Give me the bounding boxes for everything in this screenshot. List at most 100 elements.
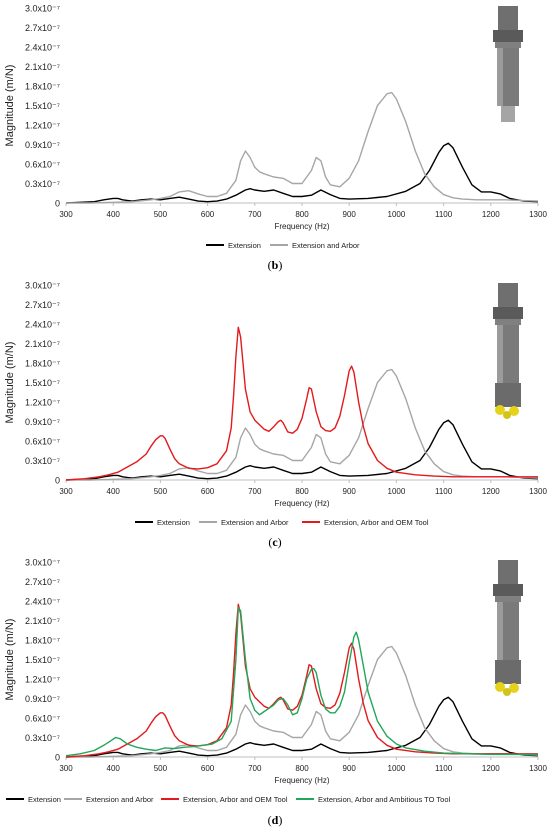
x-tick-label: 500 <box>154 487 168 496</box>
y-tick-label: 1.8x10⁻⁷ <box>25 82 60 92</box>
flange-ring <box>493 307 523 319</box>
chart-d-plot: 0 0.3x10⁻⁷ 0.6x10⁻⁷ 0.9x10⁻⁷ 1.2x10⁻⁷ 1.5x10⁻… <box>4 558 547 805</box>
extension-highlight <box>497 602 503 660</box>
y-tick-label: 2.7x10⁻⁷ <box>25 577 60 587</box>
y-tick-label: 0.6x10⁻⁷ <box>25 437 60 447</box>
legend-entry: Extension <box>157 518 190 527</box>
y-tick-label: 2.7x10⁻⁷ <box>25 23 60 33</box>
legend-entry: Extension, Arbor and OEM Tool <box>324 518 429 527</box>
x-axis-title: Frequency (Hz) <box>274 776 329 785</box>
y-tick-label: 0.9x10⁻⁷ <box>25 417 60 427</box>
x-axis-title: Frequency (Hz) <box>274 499 329 508</box>
x-tick-label: 1200 <box>482 487 500 496</box>
series-line-extension-and-arbor <box>66 91 539 204</box>
chart-b-plot: 0 0.3x10⁻⁷ 0.6x10⁻⁷ 0.9x10⁻⁷ 1.2x10⁻⁷ 1.5x10⁻… <box>4 4 547 251</box>
y-tick-label: 0.3x10⁻⁷ <box>25 733 60 743</box>
legend-entry: Extension, Arbor and OEM Tool <box>183 795 288 804</box>
legend-entry: Extension, Arbor and Ambitious TO Tool <box>318 795 450 804</box>
series-line-extension-arbor-and-ambitious-to-tool <box>65 606 538 757</box>
y-tick-label: 2.4x10⁻⁷ <box>25 597 60 607</box>
spindle-shank <box>498 560 518 586</box>
chart-c-plot: 0 0.3x10⁻⁷ 0.6x10⁻⁷ 0.9x10⁻⁷ 1.2x10⁻⁷ 1.5x10⁻… <box>4 281 547 528</box>
y-tick-label: 1.2x10⁻⁷ <box>25 398 60 408</box>
x-tick-label: 700 <box>248 210 262 219</box>
extension-highlight <box>497 48 503 106</box>
tool-holder-illustration <box>493 283 523 419</box>
insert-icon <box>503 411 511 419</box>
x-tick-label: 1100 <box>435 487 453 496</box>
x-tick-label: 300 <box>59 487 73 496</box>
legend-entry: Extension <box>228 241 261 250</box>
chart-panel-d: 0 0.3x10⁻⁷ 0.6x10⁻⁷ 0.9x10⁻⁷ 1.2x10⁻⁷ 1.5x10⁻… <box>0 554 550 832</box>
y-tick-label: 1.5x10⁻⁷ <box>25 378 60 388</box>
flange-ring-lower <box>495 596 521 602</box>
x-tick-label: 800 <box>295 764 309 773</box>
y-tick-label: 0 <box>55 199 60 209</box>
legend-entry: Extension and Arbor <box>292 241 360 250</box>
x-tick-label: 1100 <box>435 210 453 219</box>
y-tick-label: 0 <box>55 476 60 486</box>
x-tick-label: 1200 <box>482 210 500 219</box>
cutter-body <box>495 660 521 684</box>
series-line-extension-and-arbor <box>66 645 539 758</box>
y-axis-title: Magnitude (m/N) <box>4 342 16 424</box>
y-tick-label: 1.8x10⁻⁷ <box>25 359 60 369</box>
series-line-extension-arbor-and-oem-tool <box>65 326 538 481</box>
y-tick-label: 1.2x10⁻⁷ <box>25 121 60 131</box>
x-tick-label: 900 <box>343 210 357 219</box>
flange-ring <box>493 30 523 42</box>
series-line-extension <box>65 419 539 481</box>
arbor-body <box>501 106 515 122</box>
x-tick-label: 600 <box>201 764 215 773</box>
x-tick-label: 700 <box>248 764 262 773</box>
spindle-shank <box>498 6 518 32</box>
x-tick-label: 1300 <box>529 210 547 219</box>
flange-ring-lower <box>495 319 521 325</box>
y-tick-label: 2.1x10⁻⁷ <box>25 616 60 626</box>
x-tick-label: 400 <box>107 764 121 773</box>
x-tick-label: 1300 <box>529 764 547 773</box>
chart-panel-c: 0 0.3x10⁻⁷ 0.6x10⁻⁷ 0.9x10⁻⁷ 1.2x10⁻⁷ 1.5x10⁻… <box>0 277 550 554</box>
x-tick-label: 500 <box>154 764 168 773</box>
y-tick-label: 2.1x10⁻⁷ <box>25 339 60 349</box>
insert-icon <box>495 405 505 415</box>
x-tick-label: 600 <box>201 210 215 219</box>
tool-holder-illustration <box>493 6 523 122</box>
tool-holder-illustration <box>493 560 523 696</box>
x-tick-label: 1100 <box>435 764 453 773</box>
y-tick-label: 1.8x10⁻⁷ <box>25 636 60 646</box>
series-line-extension <box>65 142 539 204</box>
x-tick-label: 600 <box>201 487 215 496</box>
x-tick-label: 900 <box>343 764 357 773</box>
flange-ring <box>493 584 523 596</box>
x-axis-title: Frequency (Hz) <box>274 222 329 231</box>
y-tick-label: 1.5x10⁻⁷ <box>25 101 60 111</box>
y-tick-label: 1.2x10⁻⁷ <box>25 675 60 685</box>
insert-icon <box>503 688 511 696</box>
extension-highlight <box>497 325 503 383</box>
chart-panel-b: 0 0.3x10⁻⁷ 0.6x10⁻⁷ 0.9x10⁻⁷ 1.2x10⁻⁷ 1.5x10⁻… <box>0 0 550 277</box>
series-line-extension-and-arbor <box>66 368 539 481</box>
y-axis-title: Magnitude (m/N) <box>4 65 16 147</box>
spindle-shank <box>498 283 518 309</box>
x-tick-label: 1000 <box>388 764 406 773</box>
x-tick-label: 300 <box>59 764 73 773</box>
x-tick-label: 500 <box>154 210 168 219</box>
x-tick-label: 800 <box>295 487 309 496</box>
x-tick-label: 400 <box>107 487 121 496</box>
y-tick-label: 0.3x10⁻⁷ <box>25 456 60 466</box>
y-tick-label: 3.0x10⁻⁷ <box>25 4 60 14</box>
panel-caption-b: (b) <box>267 258 283 272</box>
x-tick-label: 1000 <box>388 487 406 496</box>
y-axis-title: Magnitude (m/N) <box>4 619 16 701</box>
x-tick-label: 1300 <box>529 487 547 496</box>
y-tick-label: 2.7x10⁻⁷ <box>25 300 60 310</box>
insert-icon <box>509 683 519 693</box>
insert-icon <box>495 682 505 692</box>
x-tick-label: 1200 <box>482 764 500 773</box>
flange-ring-lower <box>495 42 521 48</box>
y-tick-label: 3.0x10⁻⁷ <box>25 558 60 568</box>
y-tick-label: 2.4x10⁻⁷ <box>25 320 60 330</box>
legend-entry: Extension <box>28 795 61 804</box>
legend-entry: Extension and Arbor <box>221 518 289 527</box>
